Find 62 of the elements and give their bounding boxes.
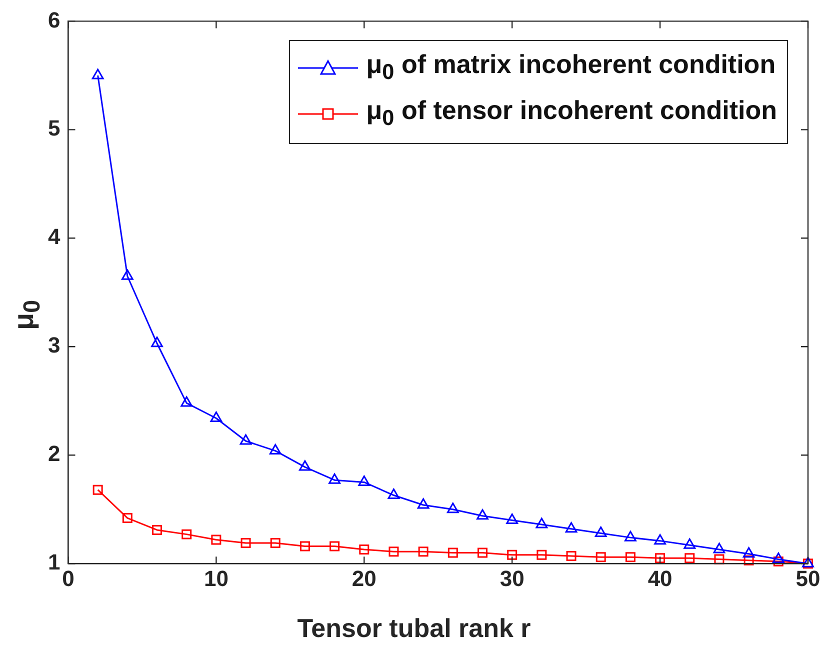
x-tick-label: 40 — [648, 566, 672, 591]
x-tick-label: 30 — [500, 566, 524, 591]
x-tick-label: 50 — [796, 566, 820, 591]
point — [388, 546, 399, 557]
x-tick-label: 0 — [62, 566, 74, 591]
point — [92, 484, 103, 495]
point — [240, 538, 251, 548]
x-tick-label: 20 — [352, 566, 376, 591]
y-tick-label: 2 — [48, 441, 60, 466]
point — [684, 553, 695, 564]
point — [151, 336, 163, 348]
point — [713, 542, 726, 554]
point — [299, 460, 311, 471]
point — [654, 534, 666, 545]
point — [772, 552, 784, 564]
point — [180, 396, 193, 407]
x-tick-label: 10 — [204, 566, 228, 591]
point — [506, 513, 518, 524]
point — [269, 444, 282, 455]
point — [417, 498, 430, 509]
legend-label: μ$_{0}$ of tensor incoherent condition — [366, 94, 777, 132]
point — [565, 522, 578, 533]
y-tick-label: 6 — [48, 7, 60, 32]
point — [684, 538, 696, 549]
point — [624, 530, 636, 542]
y-tick-label: 5 — [48, 116, 60, 141]
point — [210, 411, 222, 422]
point — [566, 551, 576, 561]
point — [536, 518, 548, 528]
point — [211, 534, 222, 545]
point — [655, 553, 666, 564]
point — [330, 541, 340, 552]
point — [121, 269, 134, 280]
point — [300, 541, 310, 552]
point — [594, 526, 607, 537]
y-tick-label: 1 — [48, 550, 60, 575]
point — [152, 524, 162, 535]
legend-label: μ$_{0}$ of matrix incoherent condition — [366, 48, 776, 86]
point — [240, 434, 252, 445]
point — [714, 554, 724, 564]
point — [270, 538, 280, 548]
point — [596, 552, 606, 562]
point — [358, 475, 370, 486]
point — [744, 555, 754, 566]
point — [446, 502, 459, 514]
point — [478, 548, 488, 558]
point — [625, 552, 636, 562]
point — [476, 509, 488, 520]
point — [122, 513, 132, 524]
point — [182, 529, 192, 540]
point — [536, 550, 547, 560]
point — [507, 550, 518, 560]
y-tick-label: 3 — [48, 332, 60, 358]
point — [359, 544, 370, 554]
y-tick-label: 4 — [48, 224, 61, 250]
point — [418, 546, 428, 557]
point — [773, 556, 784, 566]
point — [448, 548, 458, 558]
point — [388, 488, 400, 500]
point — [742, 547, 755, 558]
point — [328, 473, 340, 484]
x-axis-title: Tensor tubal rank r — [296, 613, 532, 644]
